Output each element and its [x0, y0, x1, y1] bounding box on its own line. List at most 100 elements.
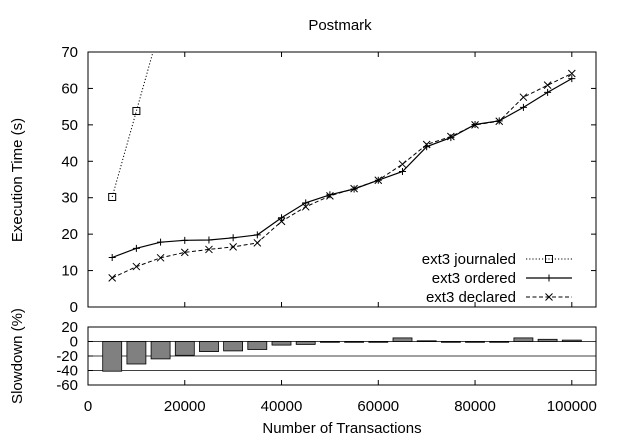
- top-y-axis: 0 10 20 30 40 50 60 70: [61, 44, 596, 316]
- data-point: [180, 248, 189, 257]
- series-layer: [108, 52, 576, 282]
- slowdown-bar: [223, 341, 244, 352]
- legend-label: ext3 declared: [426, 289, 516, 306]
- top-plot-frame: [87, 51, 597, 308]
- slowdown-bar: [489, 341, 510, 343]
- data-point: [132, 262, 141, 271]
- data-point: [495, 117, 504, 126]
- data-point: [568, 75, 576, 83]
- top-y-axis-label: Execution Time (s): [9, 118, 26, 242]
- slowdown-bar: [561, 339, 582, 342]
- data-point: [205, 245, 213, 254]
- data-point: [398, 160, 407, 169]
- data-point: [157, 238, 165, 246]
- bottom-y-tick-label: -40: [56, 363, 78, 380]
- x-tick-label: 0: [84, 398, 92, 415]
- slowdown-bar: [368, 341, 389, 343]
- legend-marker: [545, 255, 553, 263]
- bottom-y-tick-label: 0: [70, 334, 78, 351]
- data-point: [519, 103, 527, 111]
- top-y-tick-label: 60: [61, 80, 78, 97]
- data-point: [544, 88, 552, 96]
- data-point: [398, 167, 406, 175]
- data-point: [229, 243, 237, 251]
- bottom-y-tick-label: -20: [56, 348, 78, 365]
- top-x-tick-marks: [87, 52, 573, 307]
- data-point: [422, 140, 431, 149]
- data-point: [350, 184, 358, 193]
- data-point: [132, 107, 141, 116]
- chart-title: Postmark: [308, 17, 372, 34]
- bottom-y-axis: 200-20-40-60: [56, 319, 93, 394]
- slowdown-bar: [199, 341, 219, 353]
- slowdown-bars: [102, 337, 582, 372]
- data-point: [374, 176, 383, 185]
- top-y-tick-label: 40: [61, 153, 78, 170]
- bottom-gridlines: [88, 341, 596, 371]
- data-point: [326, 192, 334, 200]
- data-point: [253, 239, 262, 247]
- data-point: [108, 274, 117, 282]
- x-tick-label: 60000: [357, 398, 399, 415]
- top-y-tick-label: 30: [61, 190, 78, 207]
- x-axis: 0 20000 40000 60000 80000 100000: [84, 380, 597, 415]
- slowdown-bar: [150, 341, 171, 360]
- data-point: [471, 121, 479, 129]
- slowdown-bar: [271, 341, 292, 346]
- slowdown-bar: [392, 337, 413, 342]
- slowdown-bar: [174, 341, 195, 356]
- slowdown-bar: [319, 341, 340, 343]
- data-point: [543, 81, 552, 90]
- data-point: [108, 192, 117, 201]
- slowdown-bar: [537, 338, 558, 342]
- bottom-y-tick-label: 20: [61, 319, 78, 336]
- legend-label: ext3 journaled: [422, 251, 516, 268]
- data-point: [519, 93, 528, 102]
- slowdown-bar: [465, 341, 485, 343]
- series-line: [111, 52, 154, 198]
- data-point: [229, 234, 237, 242]
- x-tick-label: 40000: [261, 398, 303, 415]
- slowdown-bar: [126, 341, 147, 365]
- data-point: [302, 199, 310, 207]
- series-line: [111, 78, 573, 259]
- x-axis-label: Number of Transactions: [262, 420, 421, 437]
- top-y-tick-label: 10: [61, 263, 78, 280]
- top-plot: 0 10 20 30 40 50 60 70 ext3 journaled ext3 order…: [9, 44, 597, 316]
- bottom-plot: 200-20-40-60 0 20000 40000 60000 80000 100000…: [9, 308, 597, 437]
- data-point: [205, 236, 213, 244]
- x-tick-label: 20000: [164, 398, 206, 415]
- x-tick-label: 100000: [547, 398, 597, 415]
- slowdown-bar: [295, 341, 316, 345]
- slowdown-bar: [416, 340, 437, 342]
- data-point: [567, 69, 576, 78]
- data-point: [181, 236, 189, 244]
- legend-marker: [545, 293, 553, 301]
- data-point: [447, 132, 455, 141]
- data-point: [108, 253, 116, 261]
- series-ext3-journaled: [108, 52, 154, 201]
- series-ext3-declared: [108, 69, 576, 282]
- slowdown-bar: [102, 341, 123, 372]
- data-point: [326, 191, 334, 199]
- data-point: [277, 217, 286, 226]
- data-point: [132, 244, 140, 252]
- slowdown-bar: [247, 341, 268, 350]
- series-line: [111, 73, 573, 279]
- legend-marker: [545, 274, 553, 282]
- slowdown-bar: [344, 341, 365, 343]
- legend: ext3 journaled ext3 ordered ext3 declared: [422, 251, 572, 306]
- top-y-tick-label: 0: [70, 299, 78, 316]
- bottom-y-axis-label: Slowdown (%): [9, 308, 26, 404]
- top-y-tick-label: 20: [61, 226, 78, 243]
- data-point: [278, 214, 286, 222]
- top-y-tick-label: 50: [61, 117, 78, 134]
- data-point: [156, 253, 165, 262]
- slowdown-bar: [440, 341, 461, 343]
- bottom-y-tick-label: -60: [56, 377, 78, 394]
- slowdown-bar: [513, 337, 534, 342]
- series-ext3-ordered: [108, 75, 576, 261]
- x-tick-label: 80000: [454, 398, 496, 415]
- data-point: [253, 231, 261, 239]
